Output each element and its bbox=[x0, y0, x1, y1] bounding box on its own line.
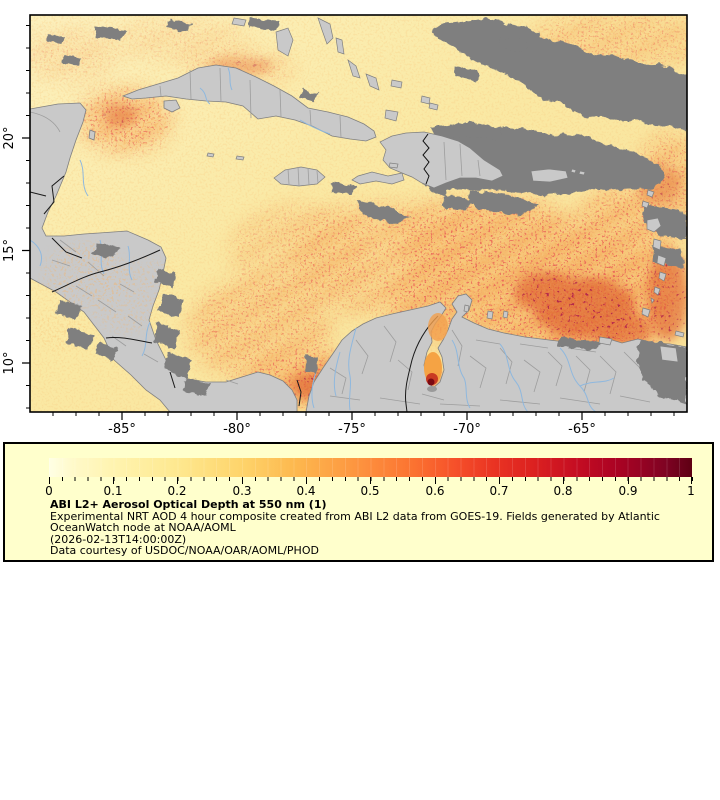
colorbar-tick-label: 0.4 bbox=[296, 484, 316, 498]
x-axis-tick-label: -80° bbox=[223, 422, 251, 437]
colorbar bbox=[49, 458, 692, 477]
country-borders bbox=[30, 175, 439, 412]
colorbar-tick-label: 0 bbox=[45, 484, 53, 498]
legend-title: ABI L2+ Aerosol Optical Depth at 550 nm … bbox=[50, 498, 327, 511]
land-lesser-antilles bbox=[641, 189, 667, 318]
x-axis-tick-label: -70° bbox=[453, 422, 481, 437]
y-axis-tick-label: 15° bbox=[2, 239, 17, 262]
land-trinidad-tobago bbox=[659, 330, 685, 363]
land-bahamas bbox=[231, 17, 439, 122]
map-border bbox=[29, 14, 688, 413]
colorbar-tick-label: 0.6 bbox=[425, 484, 445, 498]
legend-description-line-1: Experimental NRT AOD 4 hour composite cr… bbox=[50, 509, 660, 523]
land-margarita bbox=[598, 336, 613, 346]
colorbar-tick-label: 1 bbox=[687, 484, 695, 498]
colorbar-minor-ticks bbox=[49, 477, 693, 481]
legend-description-line-2: OceanWatch node at NOAA/AOML bbox=[50, 521, 236, 535]
island-borders bbox=[287, 133, 481, 187]
admin-borders bbox=[30, 67, 651, 407]
legend-timestamp: (2026-02-13T14:00:00Z) bbox=[50, 532, 187, 546]
land-jamaica bbox=[273, 166, 326, 187]
colorbar-tick-label: 0.1 bbox=[103, 484, 123, 498]
colorbar-tick-label: 0.9 bbox=[618, 484, 638, 498]
map-plot-area: 20° 15° 10° -85° -80° -75° -70° -65° bbox=[2, 14, 688, 437]
rivers bbox=[30, 67, 615, 412]
x-axis-tick-label: -65° bbox=[568, 422, 596, 437]
colorbar-tick-label: 0.3 bbox=[232, 484, 252, 498]
land-haiti-tiburon bbox=[351, 171, 405, 185]
land-virgin-islands bbox=[570, 168, 586, 176]
y-axis-tick-label: 10° bbox=[2, 351, 17, 374]
x-axis-tick-label: -85° bbox=[108, 422, 136, 437]
lake-maracaibo bbox=[424, 313, 448, 392]
caribbean-aod-map: 20° 15° 10° -85° -80° -75° -70° -65° bbox=[2, 14, 688, 437]
land-hispaniola bbox=[379, 131, 504, 189]
y-axis-tick-label: 20° bbox=[2, 126, 17, 149]
land-abc-islands bbox=[463, 304, 509, 320]
land-puerto-rico bbox=[530, 168, 569, 183]
land-gonave bbox=[388, 162, 399, 169]
colorbar-tick-label: 0.5 bbox=[360, 484, 380, 498]
island-layer bbox=[206, 17, 685, 363]
x-axis-tick-label: -75° bbox=[338, 422, 366, 437]
legend-panel: 0 0.1 0.2 0.3 0.4 0.5 0.6 0.7 0.8 0.9 1 … bbox=[3, 442, 714, 562]
cloud-layer bbox=[46, 17, 687, 404]
colorbar-tick-label: 0.2 bbox=[167, 484, 187, 498]
legend-credit: Data courtesy of USDOC/NOAA/OAR/AOML/PHO… bbox=[50, 544, 319, 558]
colorbar-tick-label: 0.7 bbox=[489, 484, 509, 498]
axis-ticks bbox=[22, 25, 675, 420]
land-cayman-islands bbox=[206, 152, 245, 161]
colorbar-tick-label: 0.8 bbox=[553, 484, 573, 498]
